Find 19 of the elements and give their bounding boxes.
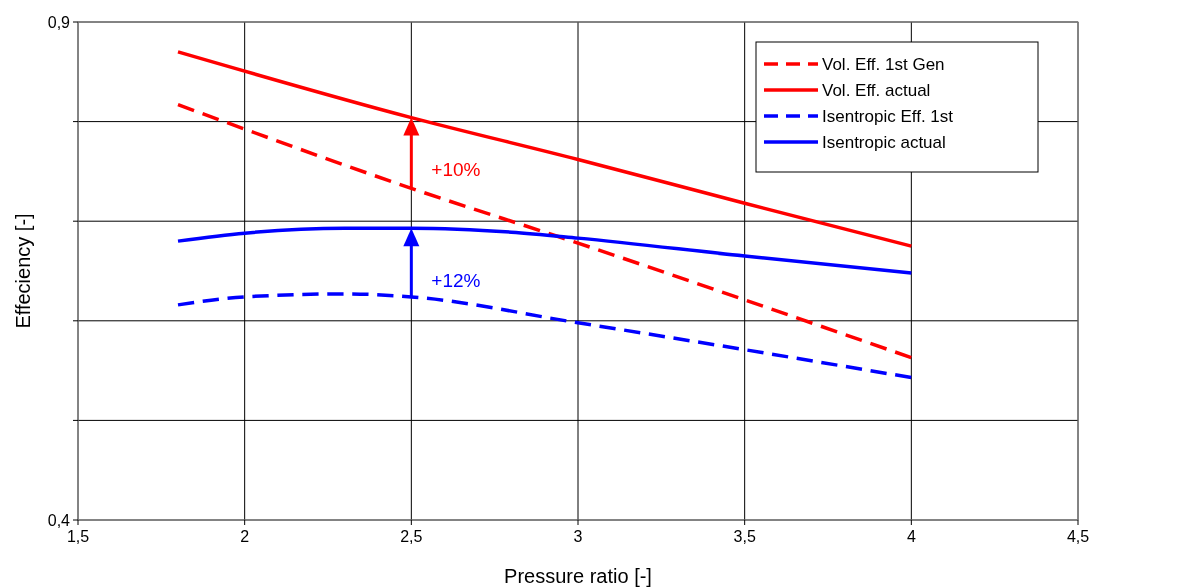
- x-tick-label: 1,5: [66, 528, 90, 545]
- x-tick-label: 2: [240, 528, 250, 545]
- x-tick-label: 3: [573, 528, 583, 545]
- y-tick-label: 0,4: [47, 511, 71, 529]
- legend-label: Isentropic actual: [822, 132, 946, 152]
- y-axis-title: Effeciency [-]: [12, 213, 34, 329]
- annotation: +10%: [431, 159, 481, 181]
- x-tick-label: 4: [906, 528, 916, 545]
- line-series: [176, 292, 914, 380]
- y-tick-label: 0,9: [47, 13, 71, 31]
- x-tick-label: 3,5: [733, 528, 756, 545]
- legend-label: Vol. Eff. actual: [822, 80, 931, 100]
- legend-label: Isentropic Eff. 1st: [822, 106, 954, 126]
- x-axis-title: Pressure ratio [-]: [504, 565, 652, 587]
- legend-label: Vol. Eff. 1st Gen: [822, 54, 945, 74]
- x-tick-label: 4,5: [1066, 528, 1090, 545]
- line-series: [176, 226, 914, 275]
- annotation: +12%: [431, 269, 481, 291]
- x-tick-label: 2,5: [400, 528, 423, 545]
